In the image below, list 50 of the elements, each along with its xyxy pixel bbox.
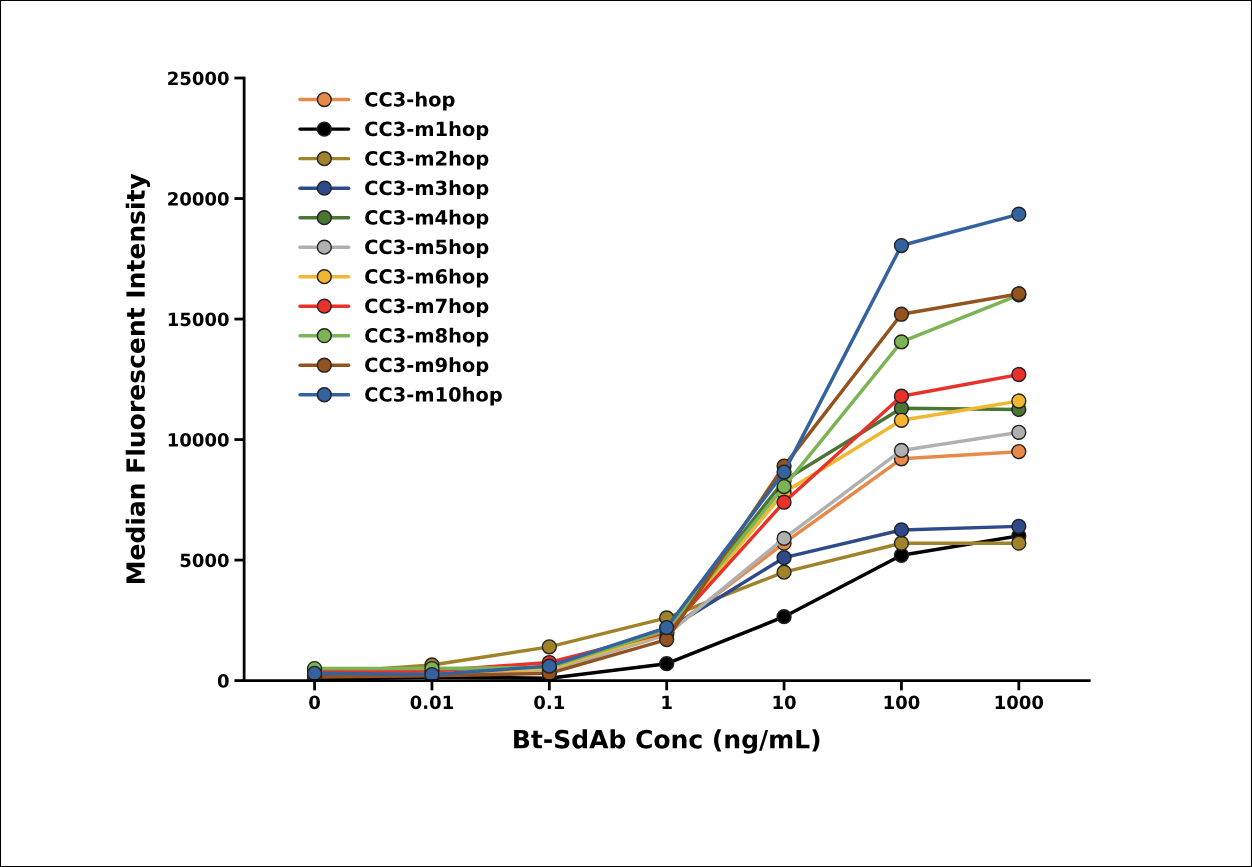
legend-label: CC3-m6hop xyxy=(365,268,489,288)
point xyxy=(659,656,675,672)
legend-label: CC3-hop xyxy=(365,91,455,111)
point xyxy=(893,522,910,538)
legend-label: CC3-m5hop xyxy=(365,239,489,259)
point xyxy=(893,535,910,551)
point xyxy=(1011,518,1027,534)
y-tick-label: 10000 xyxy=(168,433,229,447)
legend-label: CC3-m8hop xyxy=(365,327,489,347)
y-tick-label: 0 xyxy=(217,674,229,688)
point xyxy=(1011,424,1027,440)
point xyxy=(776,494,792,510)
y-tick-label: 15000 xyxy=(168,312,229,327)
x-tick-label: 1 xyxy=(662,695,672,709)
legend-label: CC3-m7hop xyxy=(365,298,489,318)
point xyxy=(776,550,792,566)
point xyxy=(893,334,910,350)
y-tick-label: 20000 xyxy=(168,192,229,206)
point xyxy=(776,564,792,580)
x-tick-label: 1000 xyxy=(995,695,1044,710)
legend-label: CC3-m9hop xyxy=(365,357,489,377)
x-tick-label: 10 xyxy=(773,695,796,710)
legend-label: CC3-m4hop xyxy=(365,209,489,229)
point xyxy=(1011,535,1027,551)
point xyxy=(1011,366,1027,383)
legend-label: CC3-m10hop xyxy=(365,386,502,406)
point xyxy=(1011,206,1027,222)
legend-label: CC3-m2hop xyxy=(365,150,489,170)
point xyxy=(893,388,910,404)
x-axis-title: Bt-SdAb Conc (ng/mL) xyxy=(514,729,820,754)
legend-label: CC3-m1hop xyxy=(365,121,489,140)
point xyxy=(1011,443,1027,460)
point xyxy=(776,464,792,480)
point xyxy=(1011,393,1027,409)
y-tick-label: 25000 xyxy=(168,71,229,86)
point xyxy=(776,478,792,495)
x-tick-label: 0.1 xyxy=(534,695,565,710)
point xyxy=(893,237,910,254)
point xyxy=(541,639,557,655)
x-tick-label: 0 xyxy=(309,695,320,710)
x-tick-label: 0.01 xyxy=(410,695,453,710)
y-axis-title: Median Fluorescent Intensity xyxy=(125,173,151,584)
legend-label: CC3-m3hop xyxy=(365,180,489,199)
point xyxy=(776,530,792,547)
point xyxy=(776,609,792,625)
y-tick-label: 5000 xyxy=(180,553,229,568)
x-tick-label: 100 xyxy=(884,695,920,710)
point xyxy=(893,306,910,322)
point xyxy=(893,412,910,428)
point xyxy=(893,442,910,459)
